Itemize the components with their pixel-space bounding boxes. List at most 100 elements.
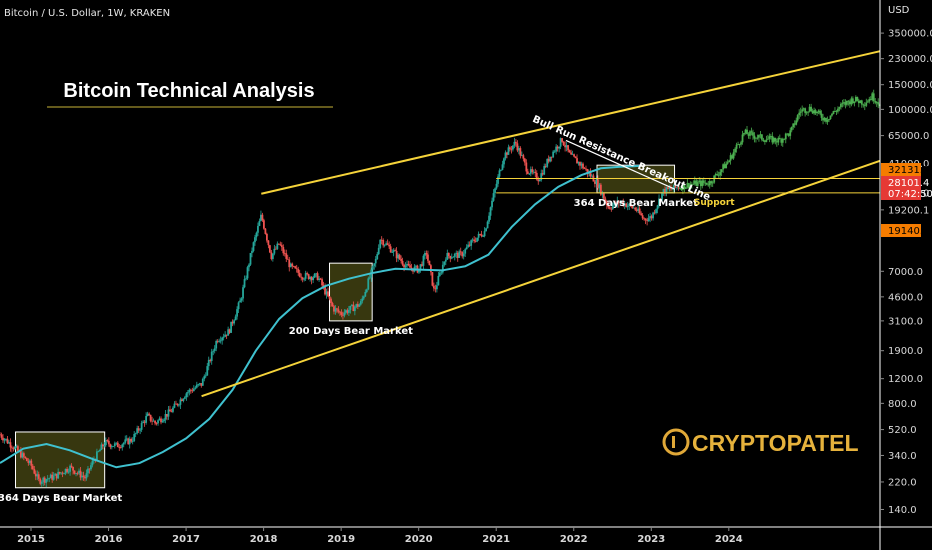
- candle-body: [130, 438, 133, 442]
- candle-body: [252, 242, 255, 251]
- candle-body: [509, 147, 511, 149]
- candle-body: [377, 247, 380, 255]
- candle-body: [192, 388, 195, 392]
- candle-body: [254, 237, 256, 243]
- candle-body: [875, 102, 878, 104]
- candle-body: [245, 278, 247, 280]
- candle-body: [276, 243, 279, 249]
- candle-body: [765, 139, 768, 142]
- candle-body: [52, 475, 55, 480]
- candle-body: [3, 439, 6, 441]
- candle-body: [137, 428, 140, 431]
- candle-body: [676, 187, 678, 189]
- candle-body: [781, 138, 784, 143]
- candle-body: [552, 151, 555, 158]
- candle-body: [507, 147, 510, 155]
- y-tick-label: 350000.0: [888, 29, 932, 40]
- candle-body: [261, 214, 264, 221]
- x-axis[interactable]: 2015 2016 2017 2018 2019 2020 2021 2022 2023 2024: [0, 526, 932, 545]
- candle-body: [367, 278, 370, 290]
- candle-body: [778, 138, 781, 140]
- candle-body: [664, 188, 666, 194]
- candle-body: [714, 173, 717, 176]
- candle-body: [710, 181, 713, 184]
- candle-body: [33, 469, 36, 474]
- candle-body: [133, 434, 136, 441]
- candle-body: [294, 266, 297, 269]
- candle-body: [711, 182, 714, 184]
- candle-body: [403, 264, 405, 268]
- candle-body: [586, 169, 589, 174]
- candle-body: [91, 460, 94, 466]
- candle-body: [234, 316, 237, 321]
- candle-body: [113, 443, 116, 447]
- candle-body: [216, 340, 219, 342]
- candle-body: [786, 133, 789, 135]
- candle-body: [756, 137, 759, 139]
- candle-body: [510, 148, 513, 150]
- candle-body: [741, 134, 744, 143]
- candle-body: [404, 265, 407, 268]
- candle-body: [517, 148, 520, 151]
- candle-body: [242, 287, 244, 299]
- y-tick-label: 220.0: [888, 477, 917, 488]
- candle-body: [810, 106, 813, 111]
- candle-body: [118, 447, 121, 448]
- candle-body: [219, 340, 222, 342]
- candle-body: [859, 100, 862, 104]
- candle-body: [877, 102, 880, 105]
- y-tick-label: 150000.0: [888, 80, 932, 91]
- candle-body: [731, 155, 733, 159]
- candle-body: [474, 241, 477, 242]
- price-tags: 32131.7 28101.4 07:42:50 19140.6: [881, 163, 932, 237]
- candle-body: [744, 129, 747, 133]
- candle-body: [100, 444, 103, 450]
- chart-header: Bitcoin / U.S. Dollar, 1W, KRAKEN: [4, 8, 170, 19]
- candle-body: [55, 473, 58, 479]
- candle-body: [201, 378, 204, 386]
- candle-body: [601, 192, 604, 195]
- candle-body: [480, 234, 483, 237]
- candle-body: [683, 183, 686, 189]
- candle-body: [371, 265, 374, 270]
- candle-body: [385, 243, 388, 245]
- candle-body: [310, 277, 313, 281]
- y-axis[interactable]: 350000.0 230000.0 150000.0 100000.0 65000.0 4…: [879, 0, 932, 550]
- candle-body: [43, 477, 46, 483]
- candle-body: [640, 213, 643, 216]
- candle-body: [485, 228, 487, 232]
- candle-body: [97, 451, 100, 453]
- candle-body: [315, 273, 317, 275]
- candle-body: [656, 205, 659, 210]
- candle-body: [529, 169, 532, 174]
- candle-body: [501, 164, 504, 170]
- candle-body: [802, 108, 805, 110]
- candle-body: [146, 413, 149, 417]
- candle-body: [270, 252, 273, 260]
- candle-body: [81, 475, 83, 478]
- candle-body: [513, 141, 516, 146]
- channel-lower-line: [201, 159, 881, 398]
- candle-body: [37, 474, 40, 479]
- candle-body: [723, 164, 726, 169]
- candle-body: [625, 203, 628, 208]
- candle-body: [331, 303, 334, 307]
- candle-body: [66, 468, 68, 472]
- candle-body: [476, 237, 479, 242]
- candle-body: [795, 120, 798, 125]
- y-tick-label: 140.0: [888, 505, 917, 516]
- candle-body: [422, 255, 425, 266]
- candle-body: [334, 308, 337, 312]
- candle-body: [482, 236, 484, 237]
- candle-body: [796, 115, 799, 121]
- candle-body: [110, 446, 113, 448]
- candle-body: [355, 304, 358, 307]
- candle-body: [771, 135, 774, 143]
- candle-body: [453, 253, 456, 257]
- y-tick-label: 19200.1: [888, 205, 929, 216]
- candle-body: [98, 449, 101, 452]
- candle-body: [104, 439, 107, 446]
- candle-body: [61, 472, 64, 474]
- candle-body: [25, 458, 28, 462]
